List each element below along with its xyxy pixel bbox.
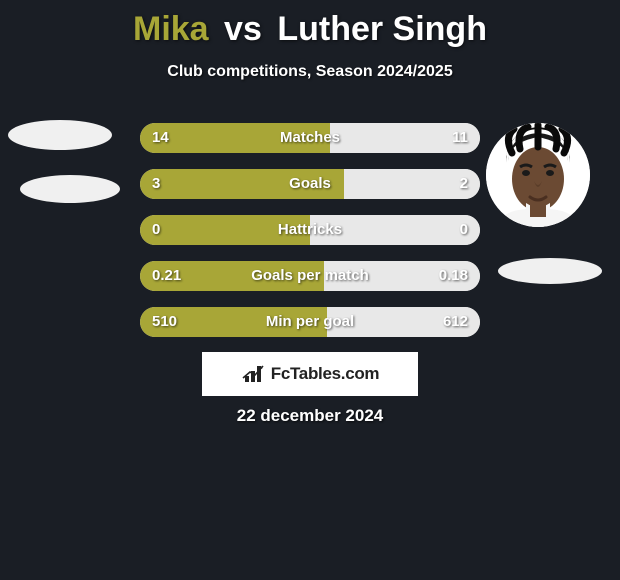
stat-row-min-per-goal: 510 612 Min per goal (140, 307, 480, 337)
stat-row-hattricks: 0 0 Hattricks (140, 215, 480, 245)
chart-icon (241, 364, 267, 384)
comparison-title: Mika vs Luther Singh (0, 0, 620, 49)
title-vs: vs (224, 10, 262, 48)
stat-label: Goals (140, 169, 480, 199)
stats-container: 14 11 Matches 3 2 Goals 0 0 Hattricks 0.… (140, 123, 480, 353)
stat-label: Goals per match (140, 261, 480, 291)
date-label: 22 december 2024 (0, 406, 620, 426)
player-right-badge-placeholder (498, 258, 602, 284)
stat-row-goals-per-match: 0.21 0.18 Goals per match (140, 261, 480, 291)
source-logo: FcTables.com (202, 352, 418, 396)
player-right-name: Luther Singh (277, 10, 487, 48)
stat-label: Hattricks (140, 215, 480, 245)
player-left-badge-placeholder (20, 175, 120, 203)
subtitle: Club competitions, Season 2024/2025 (0, 63, 620, 81)
stat-label: Min per goal (140, 307, 480, 337)
player-left-photo-placeholder (8, 120, 112, 150)
player-left-name: Mika (133, 10, 209, 48)
avatar-illustration (486, 123, 590, 227)
player-right-photo (486, 123, 590, 227)
logo-text: FcTables.com (271, 364, 380, 384)
stat-row-matches: 14 11 Matches (140, 123, 480, 153)
stat-label: Matches (140, 123, 480, 153)
stat-row-goals: 3 2 Goals (140, 169, 480, 199)
